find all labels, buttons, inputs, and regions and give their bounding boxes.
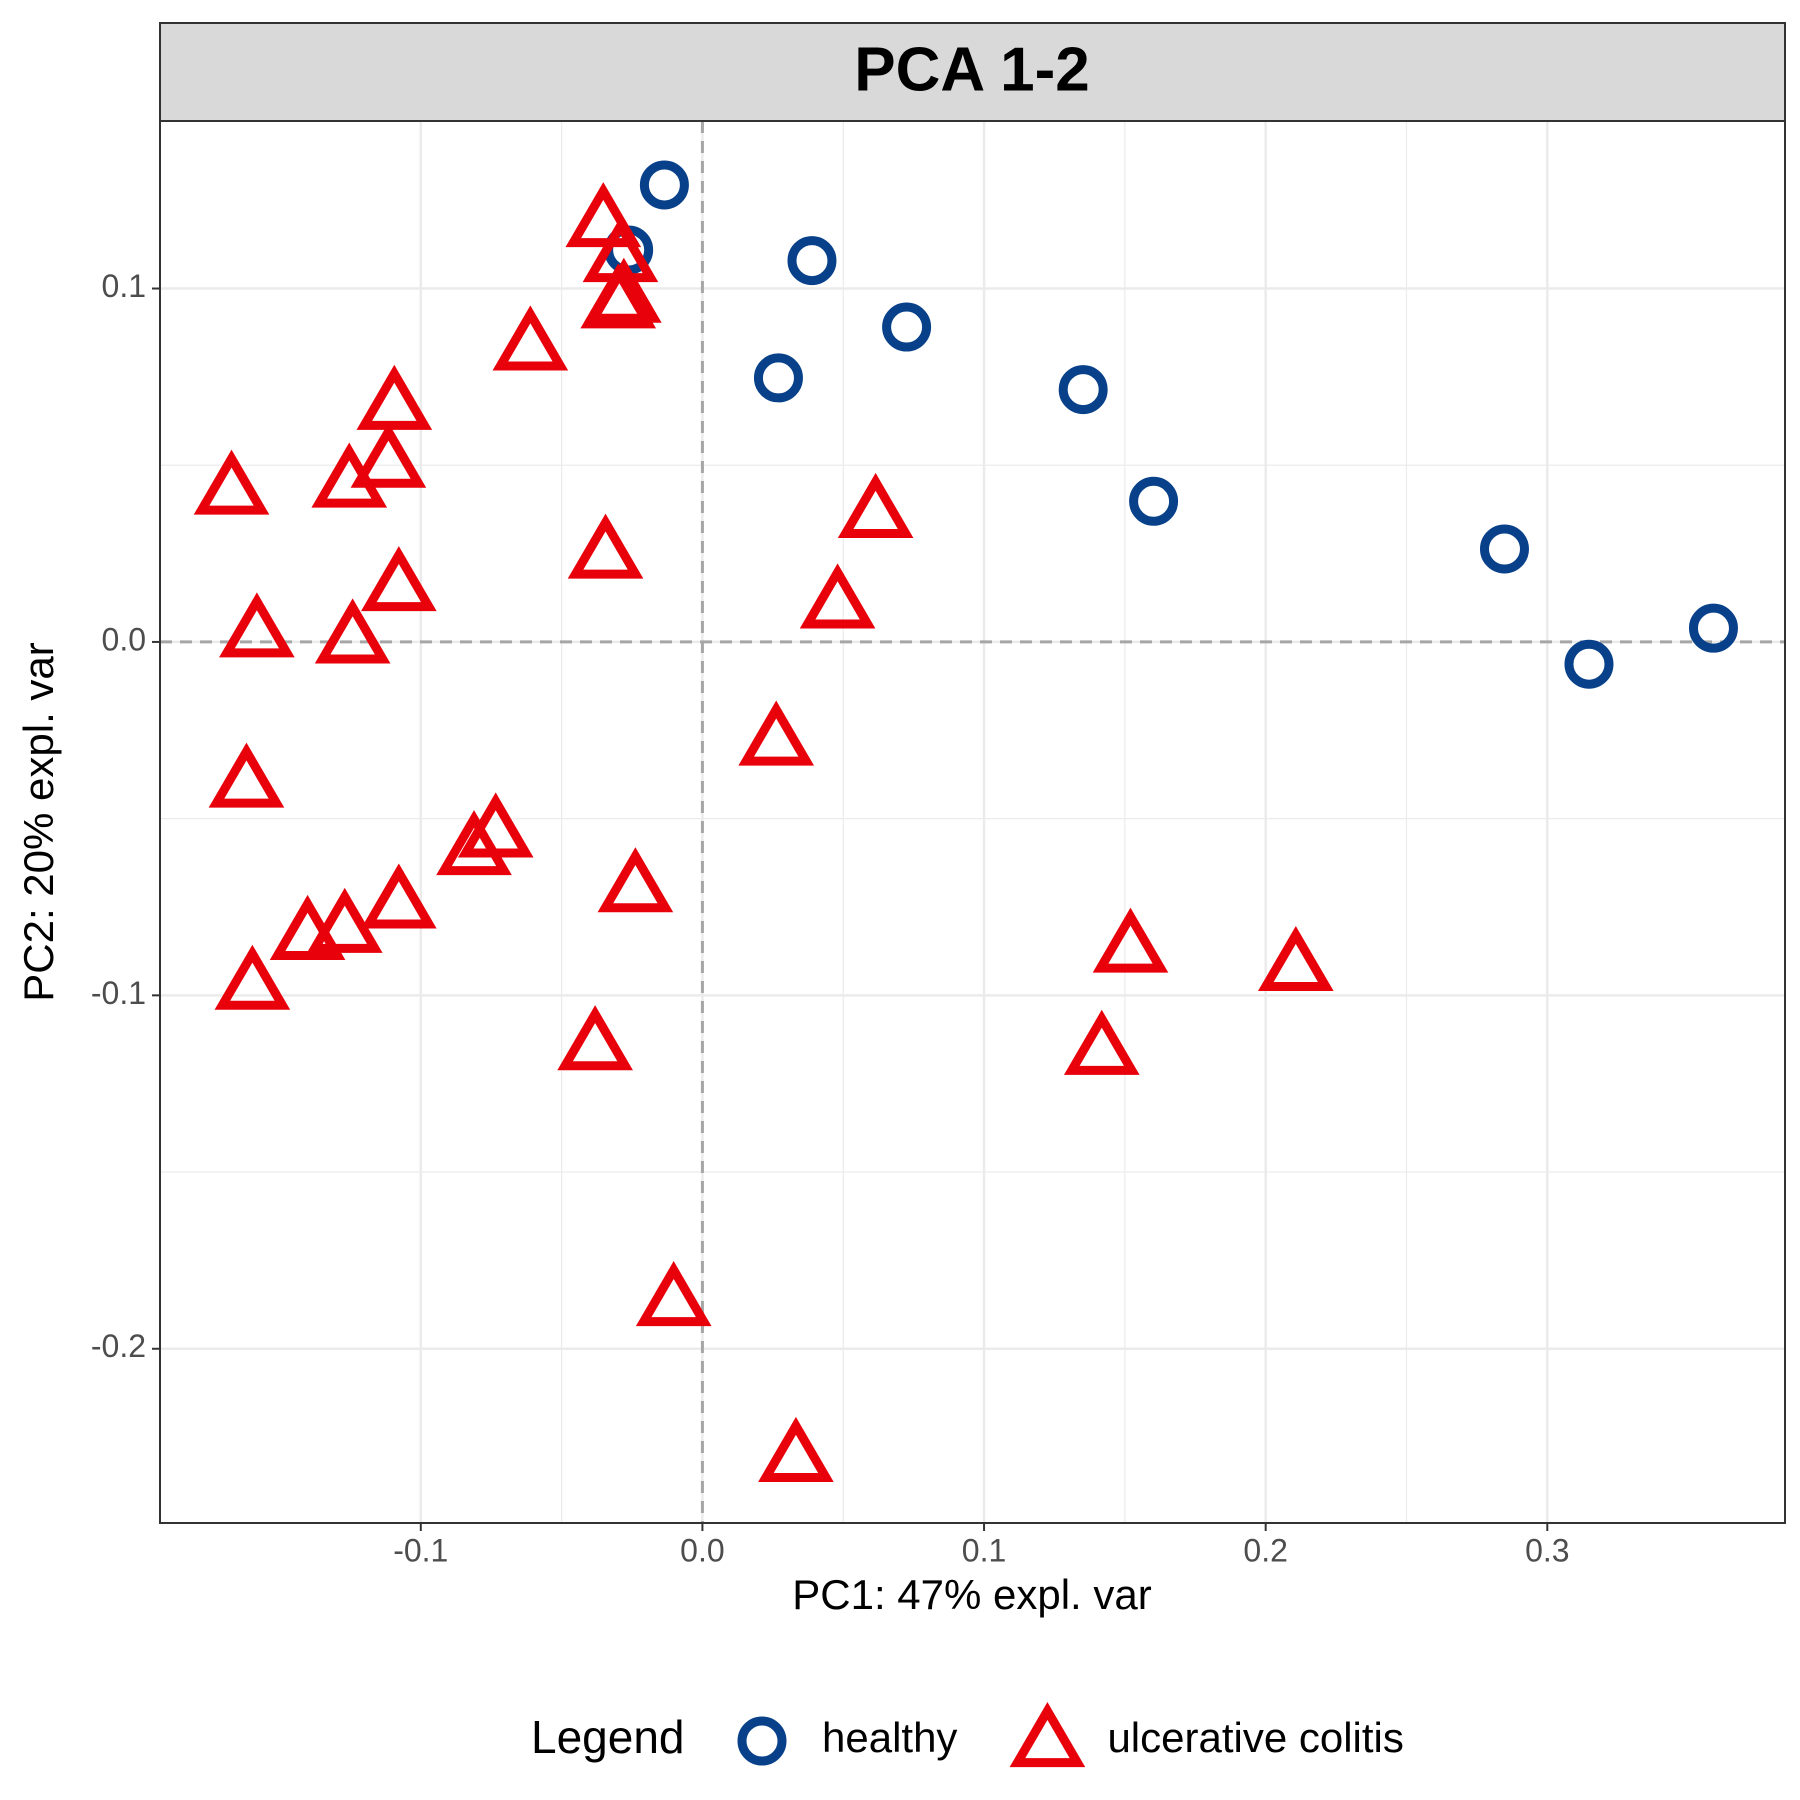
point xyxy=(314,598,391,664)
y-tick-label: 0.1 xyxy=(102,268,146,304)
x-tick-label: 0.2 xyxy=(1243,1532,1287,1568)
point xyxy=(219,592,295,658)
legend-label: ulcerative colitis xyxy=(1107,1714,1403,1761)
point xyxy=(208,742,285,808)
point xyxy=(580,263,657,329)
x-tick-label: 0.1 xyxy=(962,1532,1006,1568)
plot-border xyxy=(159,120,1786,1524)
x-axis-label: PC1: 47% expl. var xyxy=(792,1571,1152,1618)
y-tick-label: -0.2 xyxy=(91,1328,146,1364)
legend-symbol xyxy=(1009,1702,1086,1768)
y-tick-label: 0.0 xyxy=(102,621,146,657)
title-strip xyxy=(159,22,1786,122)
point xyxy=(557,1005,633,1071)
legend-symbol xyxy=(737,1716,787,1766)
point xyxy=(311,442,388,508)
point xyxy=(787,236,837,286)
point xyxy=(360,863,437,929)
point xyxy=(639,160,689,210)
chart-title: PCA 1-2 xyxy=(854,35,1089,104)
x-tick-label: -0.1 xyxy=(393,1532,448,1568)
plot-panel xyxy=(160,121,1785,1523)
marks xyxy=(193,160,1738,1482)
legend-label: healthy xyxy=(822,1714,957,1761)
point xyxy=(492,305,569,371)
point xyxy=(360,546,437,612)
point xyxy=(1063,1009,1140,1075)
point xyxy=(597,847,674,913)
point xyxy=(1688,603,1738,653)
point xyxy=(1129,476,1179,526)
point xyxy=(1479,524,1529,574)
point xyxy=(1564,639,1614,689)
point xyxy=(837,472,914,538)
y-tick-label: -0.1 xyxy=(91,975,146,1011)
point xyxy=(635,1261,712,1327)
point xyxy=(799,563,876,629)
x-tick-label: 0.0 xyxy=(680,1532,724,1568)
legend: Legend healthy ulcerative colitis xyxy=(531,1702,1404,1768)
point xyxy=(1092,907,1169,973)
point xyxy=(1257,926,1334,992)
point xyxy=(758,1416,834,1482)
point xyxy=(565,182,642,248)
point xyxy=(738,700,815,766)
point xyxy=(193,449,270,515)
point xyxy=(306,887,383,953)
legend-title: Legend xyxy=(531,1711,685,1763)
y-axis-label: PC2: 20% expl. var xyxy=(15,642,62,1002)
point xyxy=(1058,365,1108,415)
point xyxy=(356,364,433,430)
point xyxy=(436,810,512,876)
point xyxy=(753,353,803,403)
x-tick-label: 0.3 xyxy=(1525,1532,1569,1568)
point xyxy=(567,513,644,579)
point xyxy=(350,422,427,488)
point xyxy=(882,302,932,352)
point xyxy=(214,944,291,1010)
grid xyxy=(160,121,1785,1523)
